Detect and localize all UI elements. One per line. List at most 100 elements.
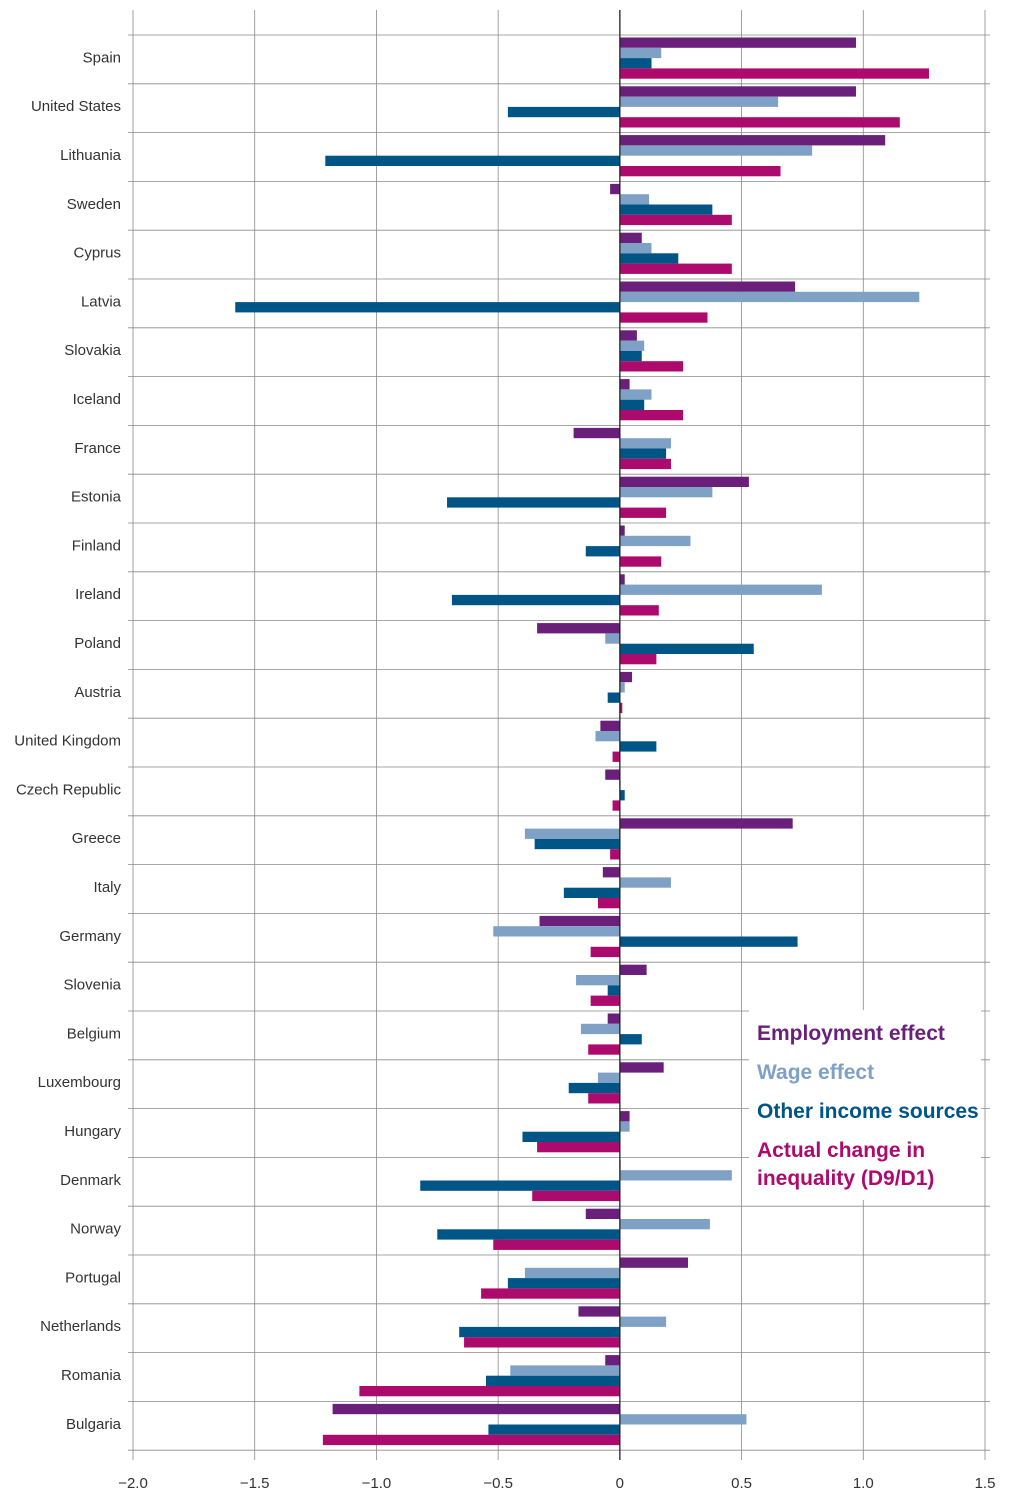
- category-label: Lithuania: [60, 147, 122, 164]
- bar-4: [612, 751, 620, 762]
- legend-entry: Employment effect: [757, 1022, 945, 1045]
- bar-1: [619, 1257, 689, 1268]
- category-label: Estonia: [71, 489, 122, 506]
- bar-2: [619, 535, 691, 547]
- bar-4: [481, 1288, 620, 1299]
- category-label: Norway: [70, 1221, 121, 1238]
- bar-2: [619, 340, 645, 351]
- bar-1: [619, 135, 886, 146]
- bar-1: [619, 1062, 664, 1073]
- category-label: Greece: [72, 830, 121, 847]
- bar-3: [585, 546, 620, 557]
- bar-2: [493, 926, 620, 937]
- bar-1: [619, 379, 630, 390]
- bar-4: [590, 946, 620, 958]
- bar-2: [524, 828, 620, 839]
- category-label: Cyprus: [73, 245, 121, 262]
- bar-3: [507, 106, 620, 118]
- bar-3: [235, 302, 620, 313]
- bar-3: [568, 1082, 620, 1094]
- bar-2: [524, 1267, 620, 1279]
- bar-2: [619, 145, 813, 156]
- bar-3: [619, 741, 657, 752]
- category-label: Italy: [93, 879, 121, 896]
- bar-3: [451, 594, 620, 606]
- x-tick-label: −2.0: [118, 1475, 148, 1492]
- category-label: Netherlands: [40, 1318, 121, 1335]
- bar-4: [619, 68, 930, 79]
- bar-2: [619, 47, 662, 59]
- category-label: Austria: [74, 684, 121, 701]
- category-label: Slovenia: [63, 977, 121, 994]
- legend-entry: inequality (D9/D1): [757, 1167, 934, 1190]
- category-label: Belgium: [67, 1025, 121, 1042]
- bar-3: [420, 1180, 620, 1191]
- category-label: Iceland: [73, 391, 121, 408]
- category-label: Ireland: [75, 586, 121, 603]
- bar-1: [578, 1306, 620, 1317]
- bar-4: [588, 1093, 620, 1104]
- bar-4: [619, 117, 900, 128]
- bar-1: [619, 964, 647, 975]
- category-labels: Spain United States Lithuania Sweden Cyprus L…: [14, 49, 121, 1432]
- x-tick-label: 1.5: [975, 1475, 996, 1492]
- bar-3: [619, 399, 645, 410]
- bar-1: [619, 86, 856, 97]
- legend-background: [749, 1010, 981, 1200]
- bar-4: [619, 263, 732, 274]
- category-label: Romania: [61, 1367, 122, 1384]
- category-label: United States: [31, 98, 121, 115]
- bar-1: [573, 427, 620, 439]
- bar-4: [588, 1044, 620, 1055]
- x-tick-label: 0.5: [731, 1475, 752, 1492]
- bar-2: [597, 1072, 620, 1083]
- bar-3: [485, 1375, 620, 1386]
- bar-4: [619, 702, 623, 714]
- bar-1: [619, 232, 642, 243]
- bar-1: [619, 37, 856, 48]
- x-axis-tick-labels: −2.0 −1.5 −1.0 −0.5 0 0.5 1.0 1.5: [118, 1475, 995, 1492]
- bar-4: [532, 1190, 620, 1202]
- category-label: Poland: [74, 635, 121, 652]
- bar-4: [610, 849, 620, 860]
- bar-3: [619, 253, 679, 264]
- category-label: Spain: [83, 49, 121, 66]
- bar-1: [605, 1355, 620, 1366]
- bar-1: [585, 1208, 620, 1219]
- bar-3: [619, 790, 625, 801]
- category-label: France: [74, 440, 121, 457]
- bar-1: [332, 1403, 620, 1415]
- bar-1: [610, 183, 620, 195]
- bar-3: [437, 1229, 620, 1240]
- bar-3: [325, 155, 620, 166]
- bar-2: [595, 731, 620, 742]
- bar-2: [619, 1414, 747, 1425]
- legend-entry: Wage effect: [757, 1061, 874, 1084]
- bar-2: [619, 1316, 667, 1327]
- bar-4: [619, 507, 667, 518]
- bar-4: [619, 410, 684, 421]
- bar-3: [619, 58, 652, 69]
- bar-2: [619, 291, 920, 303]
- bar-3: [619, 204, 713, 215]
- bar-4: [619, 166, 781, 177]
- bar-3: [619, 350, 642, 362]
- bar-1: [619, 281, 796, 292]
- bar-1: [619, 671, 633, 683]
- bar-1: [619, 818, 793, 829]
- bar-2: [619, 877, 671, 888]
- bar-1: [619, 1111, 630, 1122]
- bar-2: [619, 96, 779, 107]
- bar-1: [602, 867, 620, 878]
- bar-4: [619, 214, 732, 226]
- bar-2: [619, 487, 713, 498]
- bar-3: [607, 692, 620, 703]
- bar-1: [607, 1013, 620, 1024]
- category-label: Denmark: [60, 1172, 121, 1189]
- category-label: Sweden: [67, 196, 121, 213]
- bar-4: [493, 1239, 620, 1250]
- bar-4: [537, 1142, 620, 1153]
- x-tick-label: −0.5: [483, 1475, 513, 1492]
- bar-2: [619, 243, 652, 254]
